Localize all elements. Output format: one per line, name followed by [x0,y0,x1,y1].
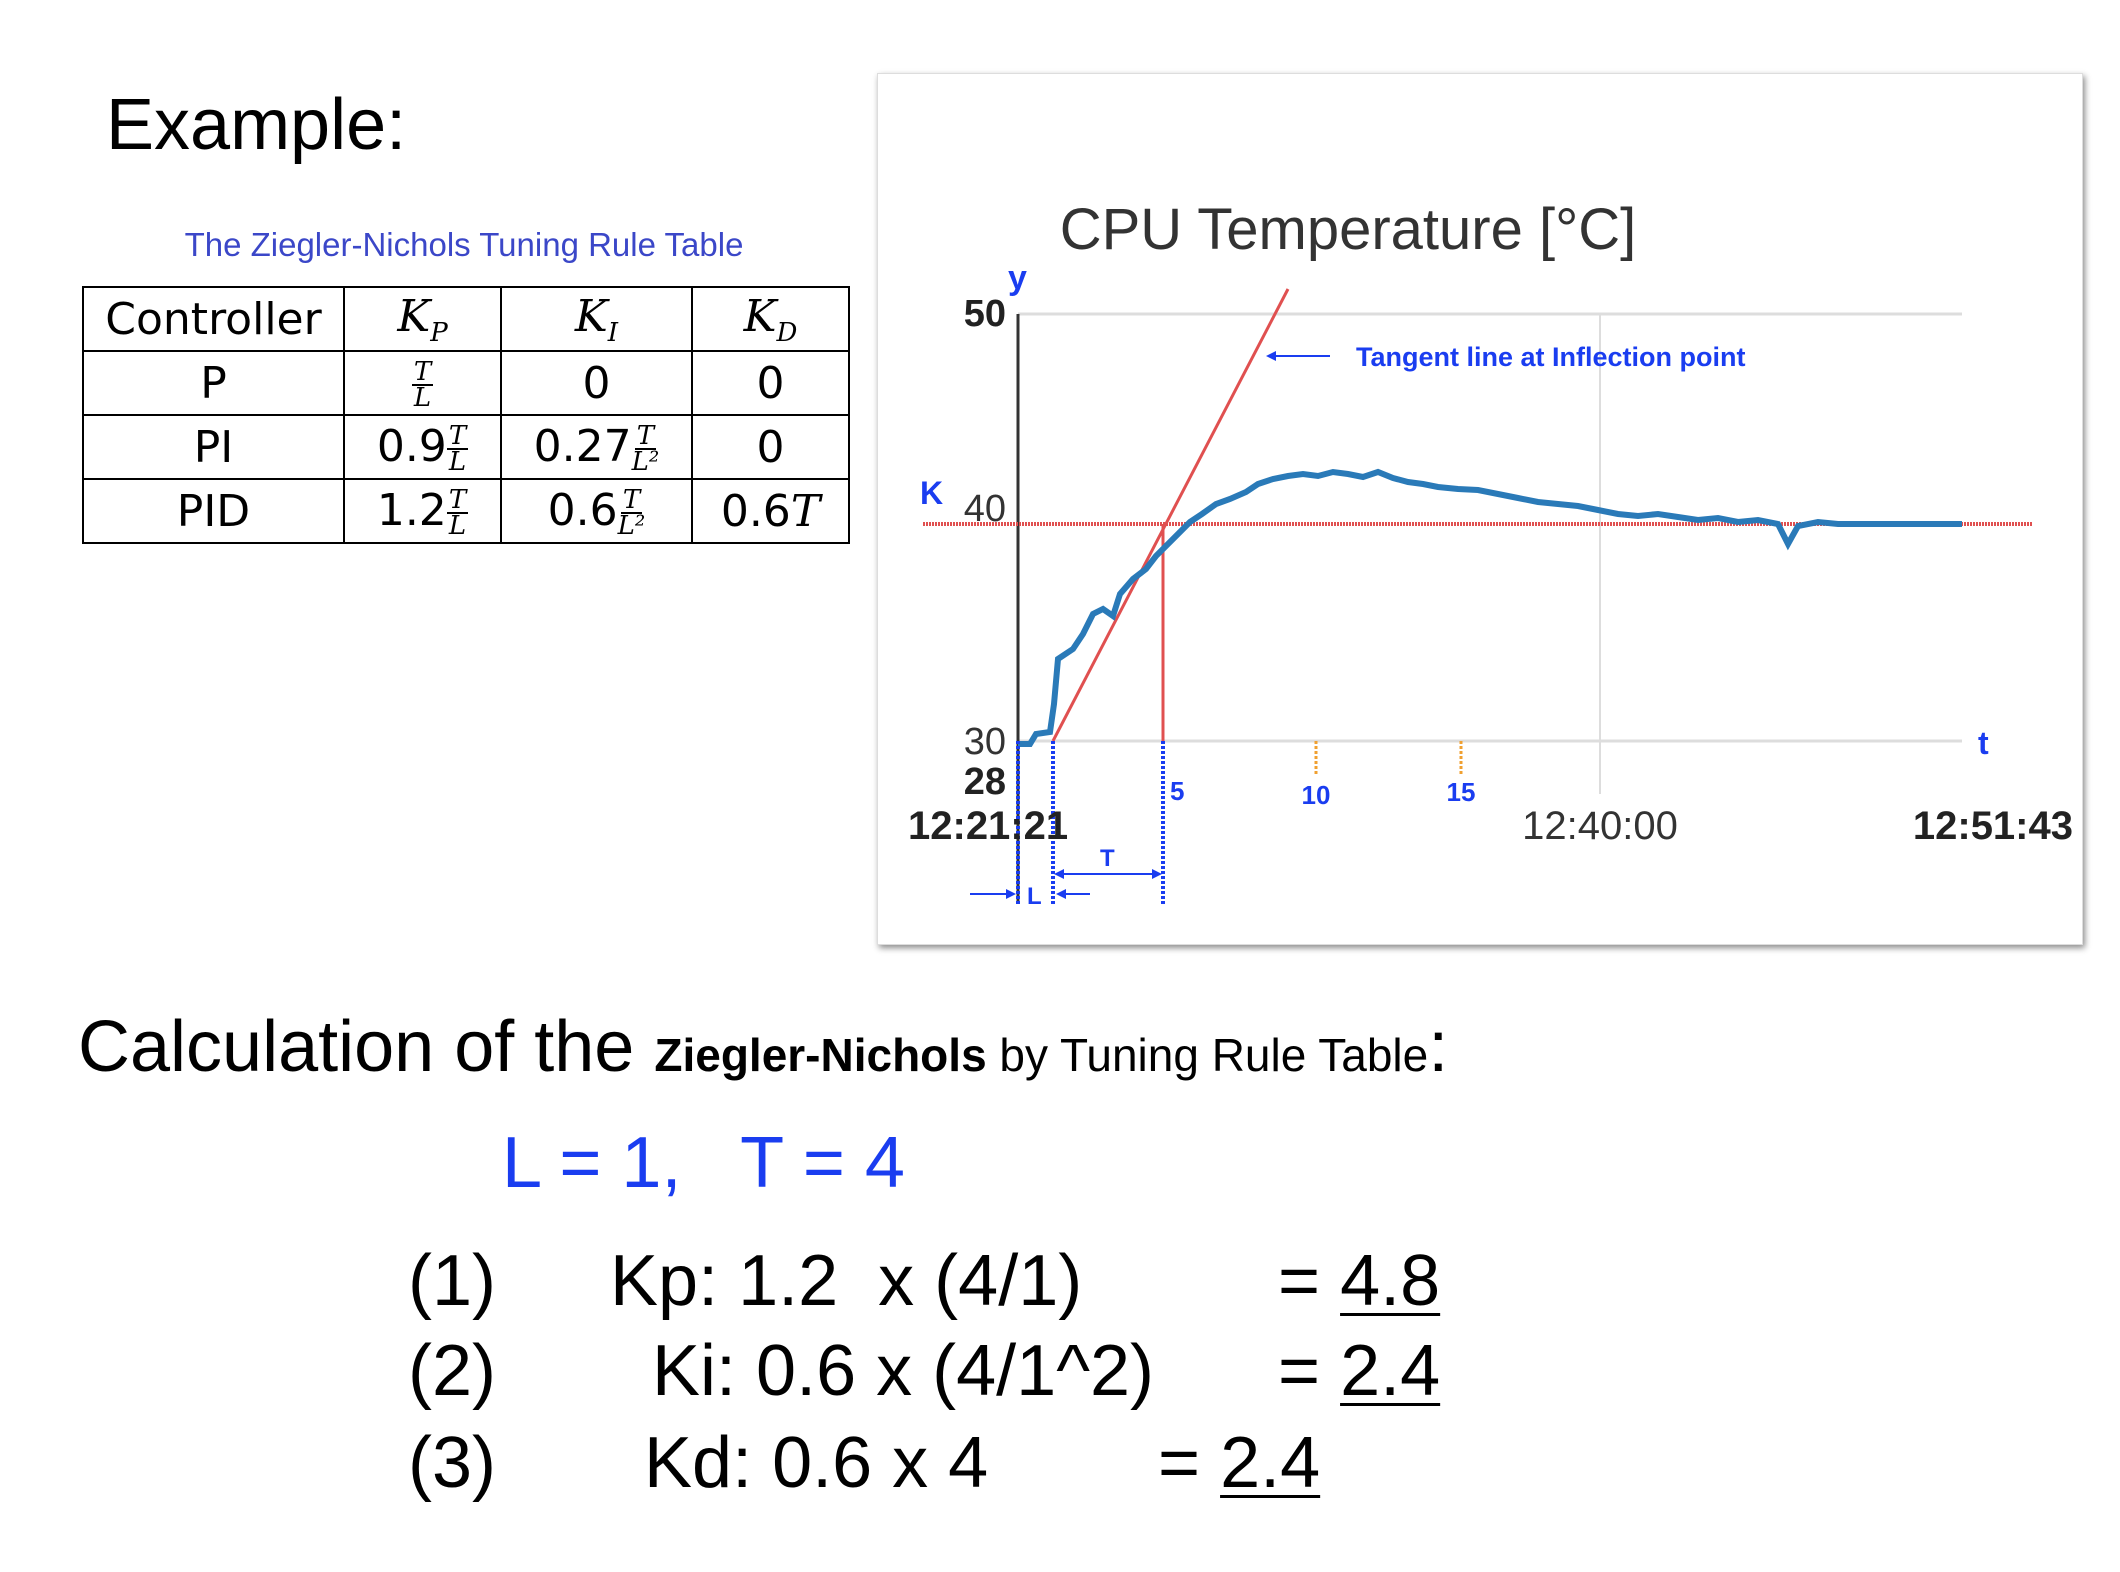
cell-ki: 0.27 T L² [500,414,693,480]
time-start: 12:21:21 [908,804,1068,848]
y-tick-30: 30 [964,721,1006,763]
cell-kd: 0 [691,414,850,480]
cell-controller: PI [82,414,345,480]
header-controller: Controller [82,286,345,352]
result-value: 4.8 [1340,1241,1441,1321]
eq-number-3: (3) [408,1423,496,1503]
table-row: PI 0.9 T L 0.27 T L² 0 [82,414,850,480]
eq-number-1: (1) [408,1241,496,1321]
calc-colon: : [1428,1007,1449,1087]
tangent-annotation: Tangent line at Inflection point [1356,342,1745,372]
x-axis-label: t [1978,725,1989,761]
calc-suffix: by Tuning Rule Table [986,1029,1429,1081]
x-mark-15: 15 [1447,777,1476,807]
y-tick-28: 28 [964,761,1006,803]
tangent-line [1051,288,1290,742]
cell-ki: 0.6 T L² [500,478,693,544]
cell-controller: PID [82,478,345,544]
cell-kd: 0.6T [691,478,850,544]
eq-sign: = [1278,1241,1341,1321]
time-end: 12:51:43 [1913,804,2073,848]
table-caption: The Ziegler-Nichols Tuning Rule Table [184,226,744,263]
cell-kd: 0 [691,350,850,416]
calculation-heading: Calculation of the Ziegler-Nichols by Tu… [78,1006,1448,1088]
header-kp: KP [343,286,502,352]
time-mid: 12:40:00 [1522,804,1678,848]
parameters-line: L = 1, T = 4 [502,1123,905,1203]
y-axis-label: y [1008,259,1027,297]
chart-title: CPU Temperature [°C] [1060,197,1637,262]
calc-prefix: Calculation of the [78,1007,655,1087]
eq-result-1: = 4.8 [1278,1240,1440,1322]
eq-expr-3: Kd: 0.6 x 4 [644,1423,989,1503]
eq-number-2: (2) [408,1331,496,1411]
table-header-row: Controller KP KI KD [82,286,850,352]
header-kd: KD [691,286,850,352]
cell-controller: P [82,350,345,416]
x-mark-5: 5 [1170,776,1184,806]
x-mark-10: 10 [1302,780,1331,810]
t-label: T [1100,845,1115,872]
cell-kp: 1.2 T L [343,478,502,544]
eq-sign: = [1278,1331,1341,1411]
eq-result-3: = 2.4 [1158,1422,1320,1504]
temperature-series [1018,468,1962,747]
table-row: PID 1.2 T L 0.6 T L² 0.6T [82,478,850,544]
result-value: 2.4 [1340,1331,1441,1411]
calc-bold: Ziegler-Nichols [654,1029,987,1081]
eq-expr-2: Ki: 0.6 x (4/1^2) [652,1331,1154,1411]
eq-expr-1: Kp: 1.2 x (4/1) [610,1241,1083,1321]
cell-kp: 0.9 T L [343,414,502,480]
k-label: K [920,475,943,511]
y-tick-50: 50 [964,293,1006,335]
example-heading: Example: [106,85,407,165]
header-ki: KI [500,286,693,352]
result-value: 2.4 [1220,1423,1321,1503]
eq-result-2: = 2.4 [1278,1330,1440,1412]
cpu-temperature-chart: CPU Temperature [°C] y 50 40 30 28 K t T… [877,73,2083,945]
l-label: L [1027,883,1042,910]
cell-ki: 0 [500,350,693,416]
eq-sign: = [1158,1423,1221,1503]
